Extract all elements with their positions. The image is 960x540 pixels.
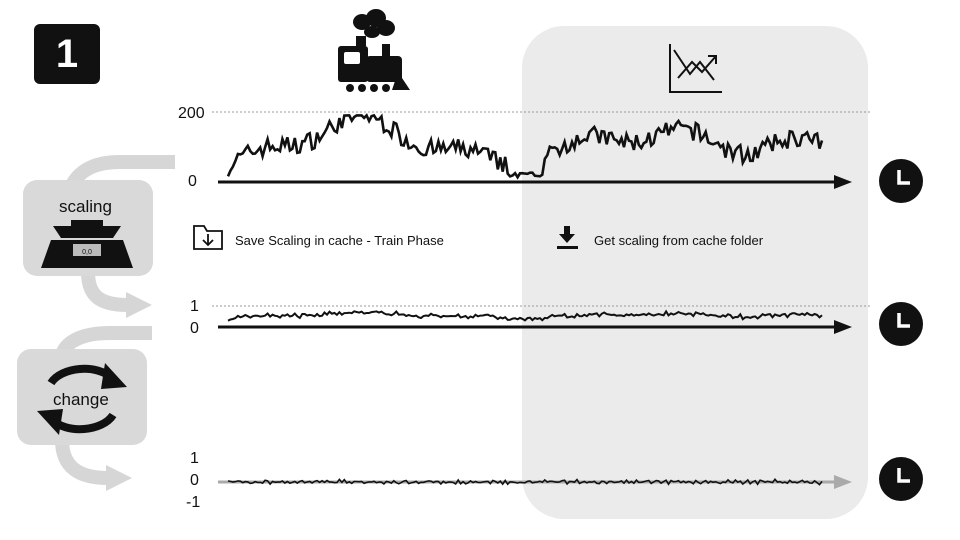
scale-icon: 0,0	[41, 220, 133, 268]
flow-arrow-change-to-diff	[55, 439, 109, 485]
cycle-arrows-icon	[37, 363, 127, 435]
tick-diff-zero: 0	[190, 472, 199, 489]
flow-arrowhead-2	[106, 465, 132, 491]
series-raw	[226, 113, 824, 180]
tick-raw-max: 200	[178, 105, 205, 122]
tick-scaled-max: 1	[190, 298, 199, 315]
folder-download-icon	[193, 225, 223, 250]
flow-arrowhead-1	[126, 292, 152, 318]
tick-diff-min: -1	[186, 494, 201, 511]
change-step-box: change	[17, 349, 147, 445]
scaling-step-box: scaling 0,0	[23, 180, 153, 276]
tick-raw-zero: 0	[188, 173, 197, 190]
time-axis-diff-arrowhead	[834, 475, 852, 489]
get-scaling-label: Get scaling from cache folder	[594, 233, 764, 248]
change-label: change	[53, 390, 109, 409]
time-axis-scaled-arrowhead	[834, 320, 852, 334]
scale-readout: 0,0	[82, 249, 92, 256]
clock-icon	[879, 159, 923, 203]
scaling-label: scaling	[59, 197, 112, 216]
tick-scaled-zero: 0	[190, 320, 199, 337]
tick-diff-max: 1	[190, 450, 199, 467]
chart-trend-icon	[669, 44, 722, 93]
series-scaled	[227, 309, 823, 322]
download-icon	[557, 226, 578, 249]
flow-arrow-scaling-to-normalized	[81, 271, 129, 312]
step-number-badge: 1	[34, 24, 100, 84]
prediction-phase-panel	[522, 26, 868, 519]
series-diff	[227, 478, 823, 486]
clock-icon	[879, 302, 923, 346]
clock-icon	[879, 457, 923, 501]
steam-locomotive-icon	[338, 9, 410, 92]
time-axis-raw-arrowhead	[834, 175, 852, 189]
save-scaling-label: Save Scaling in cache - Train Phase	[235, 233, 444, 248]
